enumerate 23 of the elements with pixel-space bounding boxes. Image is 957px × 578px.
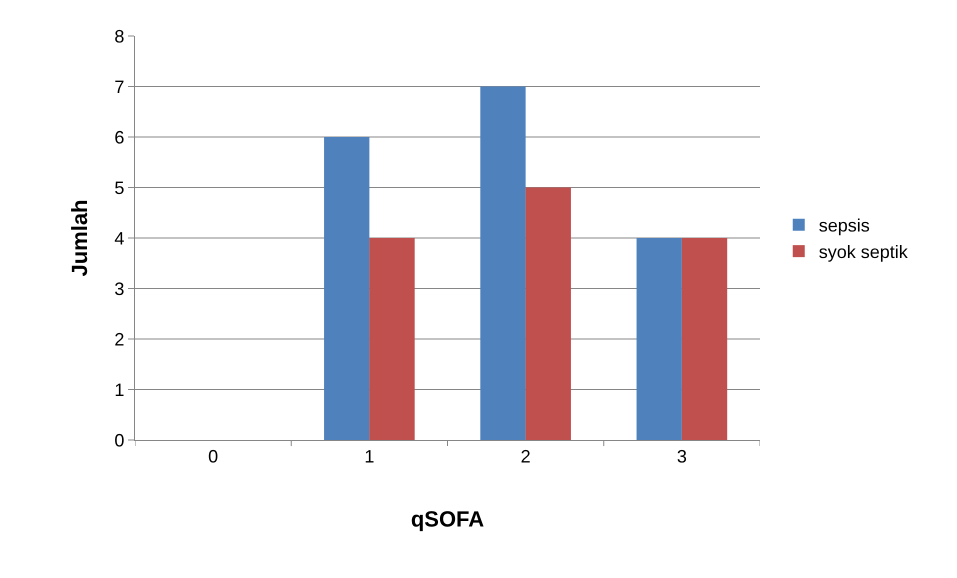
legend-label: sepsis [818,216,870,236]
x-axis-title: qSOFA [410,506,484,532]
y-tick-label: 6 [114,127,124,148]
y-tick-label: 1 [114,380,124,400]
y-tick-label: 3 [114,278,124,299]
bar [636,238,682,440]
bar [324,137,370,440]
x-tick-label: 3 [676,446,687,467]
legend-label: syok septik [818,242,909,262]
x-tick-label: 1 [364,446,374,467]
y-tick-label: 7 [114,76,124,97]
y-tick-label: 8 [114,26,124,46]
bar [369,238,415,440]
bar [480,86,526,440]
bar [526,188,571,440]
x-tick-label: 0 [208,446,218,467]
x-tick-label: 2 [520,446,531,467]
y-axis-title: Jumlah [67,199,92,277]
y-tick-label: 5 [114,178,124,198]
y-tick-label: 4 [114,228,124,248]
y-tick-label: 2 [114,329,124,350]
bar [682,238,728,440]
y-tick-label: 0 [114,430,124,450]
